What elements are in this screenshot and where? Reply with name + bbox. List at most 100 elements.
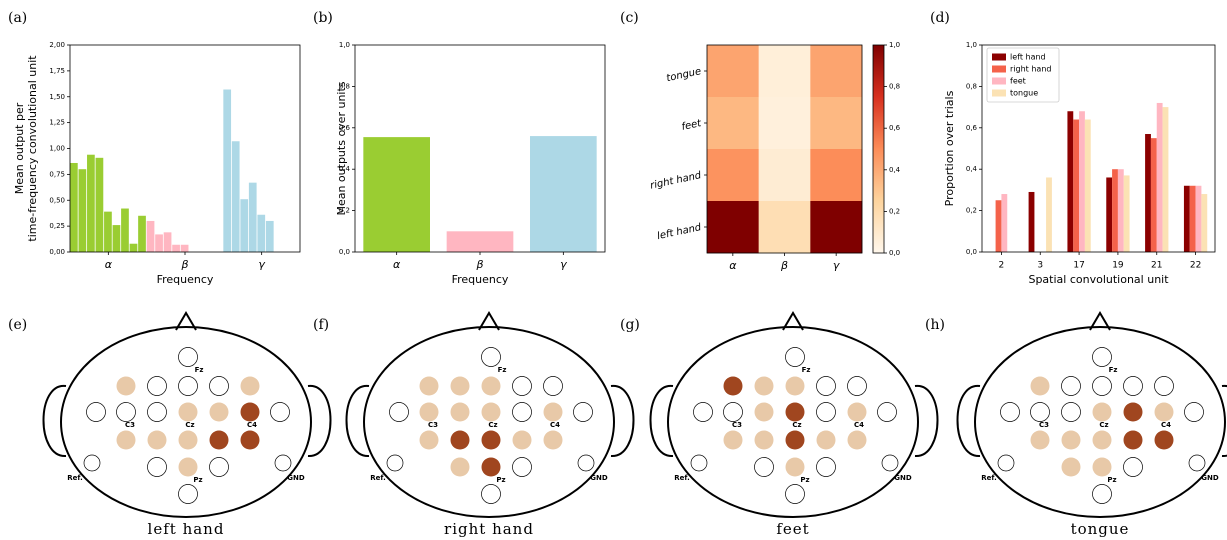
electrode-label: Fz bbox=[195, 366, 204, 374]
heatmap-cell bbox=[759, 201, 811, 253]
electrode-label: C4 bbox=[247, 421, 257, 429]
head-caption: left hand bbox=[148, 520, 225, 538]
electrode bbox=[451, 377, 470, 396]
x-tick-label: γ bbox=[258, 258, 265, 271]
electrode bbox=[482, 431, 501, 450]
panel-label: (c) bbox=[620, 10, 639, 26]
ground-electrode bbox=[882, 455, 898, 471]
electrode bbox=[1155, 403, 1174, 422]
y-tick-label: 0,8 bbox=[966, 82, 977, 90]
electrode bbox=[786, 431, 805, 450]
heatmap-cell bbox=[810, 97, 862, 149]
electrode bbox=[87, 403, 106, 422]
head-caption: tongue bbox=[1071, 520, 1130, 538]
electrode bbox=[786, 403, 805, 422]
electrode bbox=[241, 377, 260, 396]
electrode bbox=[420, 431, 439, 450]
y-tick-label: 0,00 bbox=[49, 248, 65, 256]
electrode bbox=[755, 431, 774, 450]
y-axis-label: Proportion over trials bbox=[943, 90, 956, 206]
heatmap-cell bbox=[707, 149, 759, 201]
y-axis-label: Mean output per bbox=[13, 102, 26, 194]
electrode bbox=[1062, 377, 1081, 396]
head-left-ear bbox=[958, 386, 981, 456]
electrode bbox=[451, 403, 470, 422]
y-tick-label: 0,2 bbox=[966, 207, 977, 215]
electrode-label: Ref. bbox=[370, 474, 385, 482]
legend-label: tongue bbox=[1010, 89, 1038, 98]
electrode bbox=[544, 403, 563, 422]
bar bbox=[70, 163, 78, 252]
y-tick-label: 1,0 bbox=[966, 41, 977, 49]
electrode bbox=[482, 377, 501, 396]
heatmap-cell bbox=[810, 201, 862, 253]
electrode bbox=[148, 458, 167, 477]
electrode-label: Fz bbox=[498, 366, 507, 374]
electrode bbox=[482, 458, 501, 477]
electrode bbox=[148, 403, 167, 422]
bar bbox=[530, 136, 597, 252]
electrode bbox=[1062, 458, 1081, 477]
bar bbox=[1067, 111, 1073, 252]
electrode bbox=[513, 458, 532, 477]
reference-electrode bbox=[84, 455, 100, 471]
bar bbox=[164, 232, 172, 252]
electrode-label: C3 bbox=[1039, 421, 1049, 429]
heatmap-cell bbox=[810, 149, 862, 201]
bar bbox=[1151, 138, 1157, 252]
y-tick-label: 1,00 bbox=[49, 145, 65, 153]
electrode bbox=[210, 403, 229, 422]
y-tick-label: 1,75 bbox=[49, 67, 65, 75]
electrode bbox=[179, 458, 198, 477]
electrode bbox=[1062, 431, 1081, 450]
ground-electrode bbox=[1189, 455, 1205, 471]
panel-label: (e) bbox=[8, 317, 27, 333]
bar bbox=[1201, 194, 1207, 252]
head-left-ear bbox=[44, 386, 67, 456]
bar bbox=[1079, 111, 1085, 252]
y-tick-label: 0,0 bbox=[339, 248, 350, 256]
electrode-label: Pz bbox=[1107, 476, 1116, 484]
bar bbox=[257, 215, 265, 252]
head-caption: right hand bbox=[444, 520, 534, 538]
electrode bbox=[544, 431, 563, 450]
legend-swatch bbox=[992, 66, 1006, 73]
electrode-label: C3 bbox=[428, 421, 438, 429]
y-tick-label: 2,00 bbox=[49, 41, 65, 49]
figure: (a)αβγ0,000,250,500,751,001,251,501,752,… bbox=[0, 0, 1227, 540]
reference-electrode bbox=[387, 455, 403, 471]
x-tick-label: γ bbox=[560, 258, 567, 271]
bar bbox=[223, 90, 231, 252]
electrode bbox=[755, 377, 774, 396]
panel-label: (b) bbox=[313, 10, 333, 26]
electrode bbox=[724, 377, 743, 396]
electrode-label: Cz bbox=[488, 421, 497, 429]
electrode bbox=[271, 403, 290, 422]
head-left-ear bbox=[347, 386, 370, 456]
x-tick-label: 22 bbox=[1190, 261, 1201, 271]
electrode-label: GND bbox=[590, 474, 608, 482]
bar bbox=[96, 158, 104, 252]
electrode bbox=[513, 403, 532, 422]
bar bbox=[266, 221, 274, 252]
colorbar-tick-label: 0,2 bbox=[889, 207, 900, 215]
electrode bbox=[482, 485, 501, 504]
y-tick-label: 1,25 bbox=[49, 119, 65, 127]
y-tick-label: tongue bbox=[666, 66, 703, 84]
electrode bbox=[786, 485, 805, 504]
electrode bbox=[179, 403, 198, 422]
y-tick-label: 1,50 bbox=[49, 93, 65, 101]
electrode bbox=[1001, 403, 1020, 422]
electrode bbox=[1093, 458, 1112, 477]
electrode bbox=[210, 377, 229, 396]
electrode bbox=[1124, 377, 1143, 396]
electrode bbox=[451, 458, 470, 477]
y-tick-label: 0,0 bbox=[966, 248, 977, 256]
panel-label: (h) bbox=[925, 317, 945, 333]
colorbar-tick-label: 0,6 bbox=[889, 124, 901, 132]
x-tick-label: 17 bbox=[1073, 261, 1084, 271]
electrode bbox=[817, 403, 836, 422]
bar bbox=[232, 141, 240, 252]
legend-label: feet bbox=[1010, 77, 1026, 86]
electrode-label: Cz bbox=[792, 421, 801, 429]
